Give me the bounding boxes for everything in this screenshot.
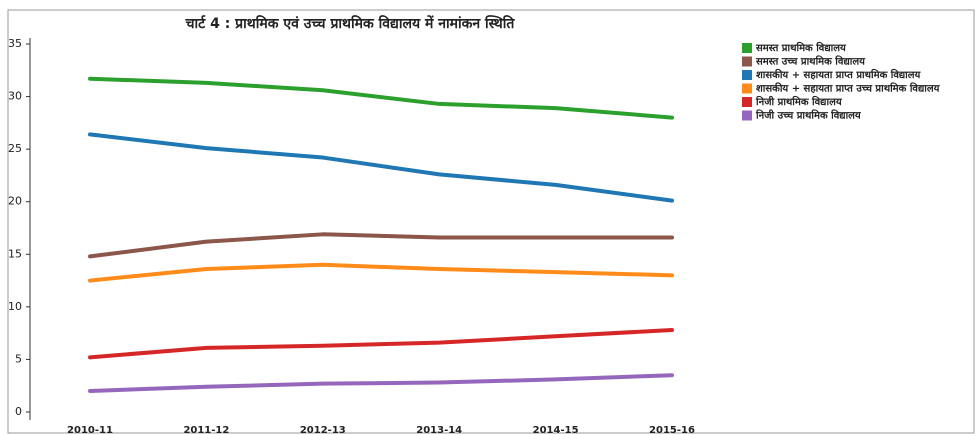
x-tick-label: 2012-13 [300, 425, 346, 434]
x-tick-label: 2010-11 [67, 425, 113, 434]
series-line [88, 262, 674, 283]
legend-label: निजी प्राथमिक विद्यालय [755, 95, 843, 108]
legend-label: समस्त उच्च प्राथमिक विद्यालय [755, 55, 866, 68]
legend-swatch [742, 70, 752, 80]
chart-title: चार्ट 4 : प्राथमिक एवं उच्च प्राथमिक विद… [185, 15, 516, 32]
x-tick-label: 2011-12 [183, 425, 229, 434]
legend-swatch [742, 83, 752, 94]
y-tick-label: 0 [15, 405, 22, 418]
y-tick-label: 20 [8, 195, 22, 208]
y-tick-label: 10 [8, 300, 22, 313]
legend-label: निजी उच्च प्राथमिक विद्यालय [755, 109, 862, 122]
y-tick-label: 30 [8, 90, 22, 103]
series-line [88, 327, 674, 360]
legend-label: समस्त प्राथमिक विद्यालय [755, 41, 847, 54]
y-tick-label: 5 [15, 352, 22, 365]
legend-swatch [742, 97, 752, 107]
series-line [88, 76, 674, 120]
legend-swatch [742, 110, 752, 121]
x-tick-label: 2015-16 [649, 425, 695, 434]
x-tick-label: 2014-15 [533, 425, 579, 434]
y-tick-label: 15 [8, 247, 22, 260]
legend-label: शासकीय + सहायता प्राप्त प्राथमिक विद्याल… [756, 68, 922, 81]
x-tick-label: 2013-14 [416, 425, 462, 434]
series-line [88, 132, 674, 203]
series-line [88, 373, 674, 393]
series-line [88, 232, 674, 259]
legend-swatch [742, 56, 752, 67]
y-tick-label: 25 [8, 142, 22, 155]
y-tick-label: 35 [8, 37, 22, 50]
legend-label: शासकीय + सहायता प्राप्त उच्च प्राथमिक वि… [756, 82, 941, 95]
frame [7, 9, 975, 434]
legend-swatch [742, 43, 752, 53]
